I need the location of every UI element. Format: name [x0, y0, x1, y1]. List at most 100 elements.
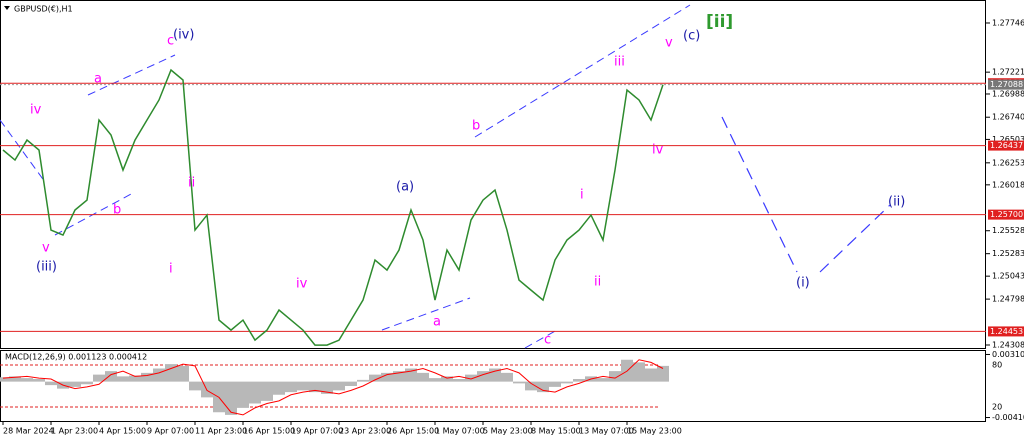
wave-label: (ii): [888, 195, 905, 210]
x-tick-label: 19 Apr 07:00: [291, 427, 343, 436]
macd-bar: [249, 381, 261, 404]
x-tick-label: 26 Apr 15:00: [387, 427, 439, 436]
macd-bar: [501, 372, 513, 382]
y-tick-label: 1.26253: [992, 158, 1024, 167]
wave-label: (iv): [173, 28, 194, 43]
wave-label: iv: [296, 277, 308, 292]
x-tick-label: 28 Mar 2024: [3, 427, 54, 436]
macd-bar: [513, 381, 525, 384]
wave-label: (a): [396, 180, 414, 195]
level-label: 1.26437: [990, 141, 1023, 150]
wave-label: (i): [796, 276, 810, 291]
macd-bar: [645, 368, 657, 382]
price-frame: [0, 0, 986, 349]
channel-line: [524, 329, 558, 349]
macd-bar: [609, 371, 621, 382]
y-tick-label: 1.26503: [992, 135, 1024, 144]
y-tick-label: 1.25043: [992, 272, 1024, 281]
macd-bar: [189, 381, 201, 391]
wave-label: (c): [683, 29, 700, 44]
macd-bar: [141, 372, 153, 382]
macd-bar: [345, 381, 357, 386]
macd-bar: [465, 374, 477, 382]
macd-bar: [9, 376, 21, 382]
macd-bar: [429, 378, 441, 382]
channel-line: [474, 4, 691, 138]
macd-bar: [549, 381, 561, 387]
wave-label: iv: [30, 103, 42, 118]
channel-line: [381, 297, 471, 331]
macd-bar: [441, 376, 453, 382]
wave-label: a: [94, 72, 102, 87]
macd-bar: [285, 381, 297, 393]
x-tick-label: 13 May 07:00: [579, 427, 634, 436]
wave-label: c: [167, 34, 174, 49]
wave-label: i: [580, 188, 584, 203]
macd-title: MACD(12,26,9) 0.001123 0.000412: [5, 353, 147, 362]
x-tick-label: 11 Apr 23:00: [195, 427, 247, 436]
y-tick-label: 1.26018: [992, 180, 1024, 189]
macd-bar: [381, 372, 393, 382]
macd-bar: [153, 368, 165, 382]
macd-bar: [225, 381, 237, 415]
last-price-label: 1.27088: [990, 80, 1023, 89]
macd-bar: [333, 381, 345, 391]
macd-bar: [393, 371, 405, 382]
price-line: [2, 68, 664, 346]
y-tick-label: 1.27746: [992, 18, 1024, 27]
y-tick-label: 1.25528: [992, 226, 1024, 235]
level-label-box: [988, 326, 1024, 337]
wave-label: v: [42, 241, 50, 256]
x-tick-label: 9 Apr 07:00: [147, 427, 194, 436]
x-tick-label: 16 Apr 15:00: [243, 427, 295, 436]
wave-label: ii: [594, 275, 601, 290]
last-price-box: [988, 79, 1024, 90]
macd-bar: [129, 375, 141, 382]
macd-bar: [21, 378, 33, 382]
macd-bar: [105, 371, 117, 382]
macd-bar: [81, 381, 93, 385]
projection-line: [819, 204, 891, 273]
macd-bar: [561, 381, 573, 384]
macd-bar: [525, 381, 537, 391]
x-tick-label: 23 Apr 23:00: [339, 427, 391, 436]
macd-bar: [597, 378, 609, 382]
macd-bar: [357, 379, 369, 382]
x-tick-label: 8 May 15:00: [531, 427, 581, 436]
wave-label: v: [665, 36, 673, 51]
wave-label: b: [472, 119, 480, 134]
y-tick-label: -0.004104: [992, 413, 1024, 422]
y-tick-label: 1.26988: [992, 89, 1024, 98]
level-label: 1.24453: [990, 327, 1023, 336]
macd-bar: [45, 381, 57, 386]
level-label-box: [988, 209, 1024, 220]
macd-bar: [165, 364, 177, 382]
y-tick-label: 1.25283: [992, 249, 1024, 258]
signal-line: [2, 359, 664, 416]
wave-label: i: [169, 262, 173, 277]
channel-line: [87, 54, 176, 96]
wave-label: [ii]: [706, 12, 733, 32]
macd-bar: [369, 374, 381, 382]
macd-bar: [633, 362, 645, 382]
y2-tick-label: 20: [992, 403, 1002, 412]
macd-bar: [69, 381, 81, 387]
y-tick-label: 0.003104: [992, 350, 1024, 359]
y-tick-label: 1.26740: [992, 113, 1024, 122]
wave-label: b: [113, 203, 121, 218]
macd-bar: [657, 365, 669, 382]
macd-bar: [297, 381, 309, 391]
macd-bar: [0, 377, 9, 382]
macd-bar: [309, 381, 321, 393]
macd-bar: [537, 381, 549, 393]
projection-line: [721, 116, 798, 273]
wave-label: iv: [652, 143, 664, 158]
y2-tick-label: 80: [992, 361, 1002, 370]
x-tick-label: 1 Apr 23:00: [51, 427, 98, 436]
wave-label: (iii): [36, 260, 57, 275]
macd-bar: [237, 381, 249, 408]
x-tick-label: 15 May 23:00: [627, 427, 682, 436]
channel-line: [54, 192, 134, 236]
